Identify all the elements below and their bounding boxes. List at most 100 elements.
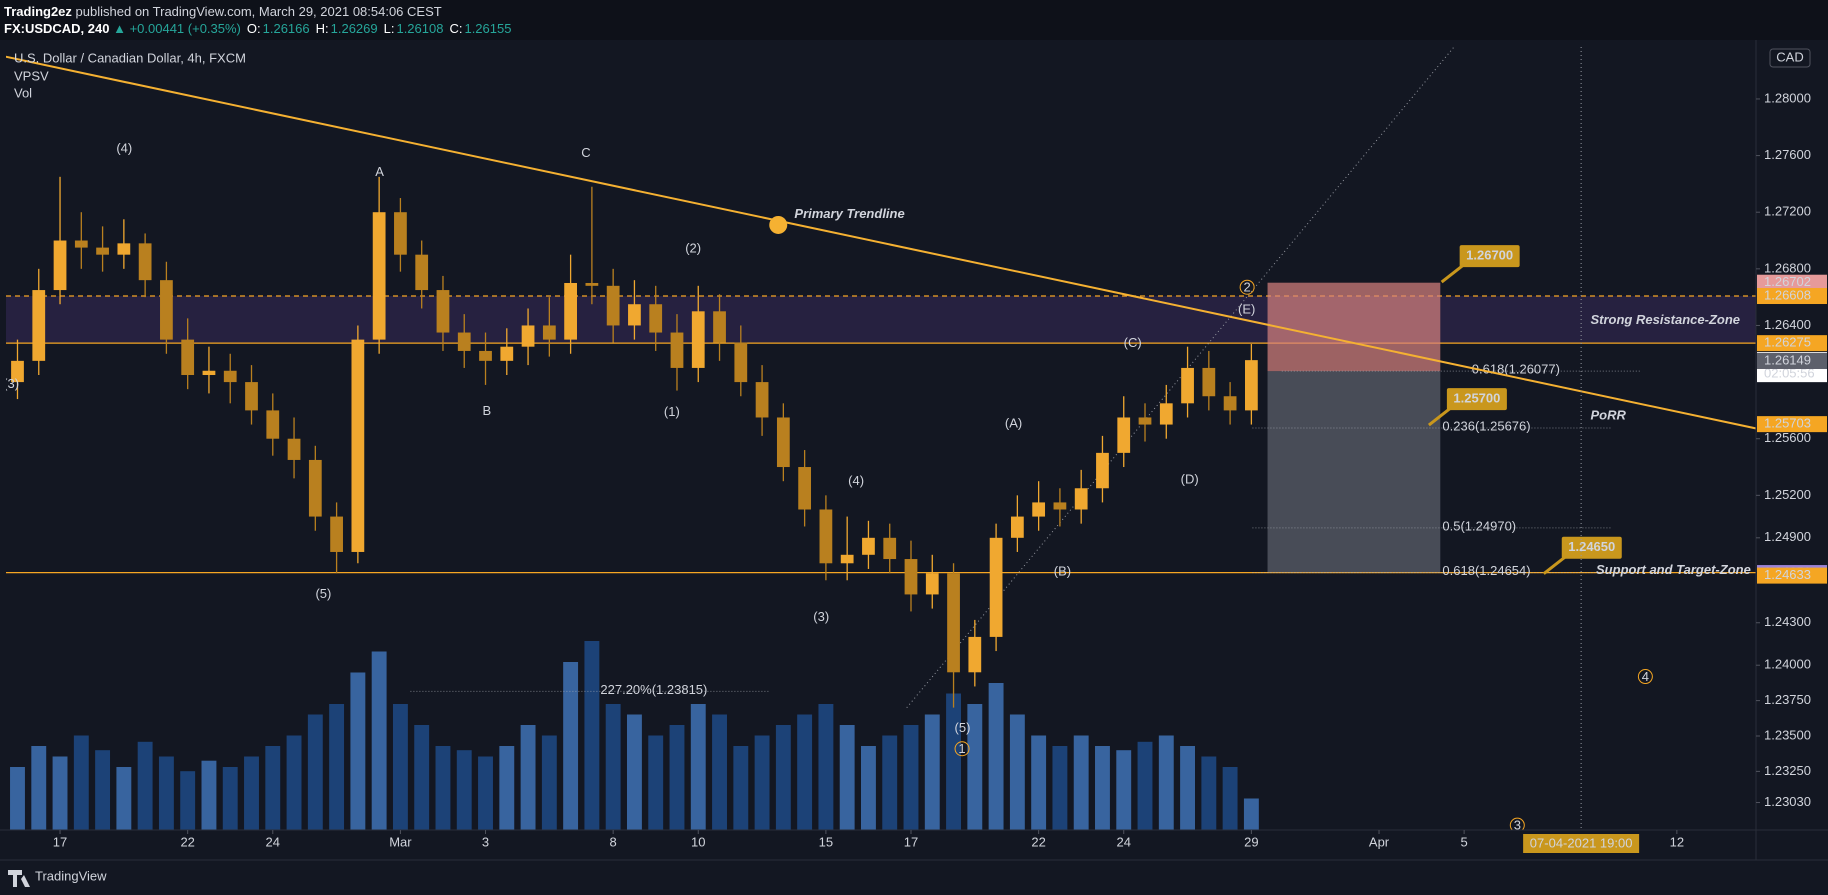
volume-bar	[541, 735, 557, 830]
ohlc-key: H:	[316, 21, 329, 36]
candle-body	[1053, 502, 1067, 510]
volume-bar	[52, 756, 68, 830]
candle-body	[925, 573, 939, 595]
volume-bar	[861, 746, 876, 830]
candle-body	[1159, 403, 1173, 425]
callout-box	[1459, 245, 1520, 268]
candle-body	[691, 311, 705, 368]
volume-bar	[1073, 735, 1089, 830]
volume-bar	[1031, 735, 1047, 830]
fib-label: 0.236(1.25676)	[1442, 418, 1530, 433]
price-label-box	[1757, 274, 1827, 291]
candle-body	[521, 325, 535, 347]
candle-body	[755, 382, 769, 418]
volume-bar	[839, 725, 855, 830]
candle-body	[372, 212, 386, 340]
volume-bar	[95, 750, 111, 830]
candle-body	[606, 285, 620, 326]
wave-label: (A)	[1005, 416, 1022, 431]
callout-pointer	[1542, 554, 1568, 575]
candle-body	[670, 332, 684, 368]
candle-body	[1074, 488, 1088, 510]
x-tick-label: 3	[482, 834, 489, 849]
volume-bar	[605, 704, 621, 830]
wave-label: (E)	[1238, 301, 1255, 316]
candle-body	[1096, 452, 1109, 489]
y-tick-label: 1.25200	[1764, 487, 1811, 502]
volume-bar	[392, 704, 408, 830]
trendline	[6, 55, 1756, 430]
volume-bar	[286, 735, 302, 830]
countdown: 02:05:56	[1764, 366, 1815, 381]
volume-bar	[924, 714, 940, 830]
wave-label: (5)	[955, 720, 971, 735]
candle-body	[1223, 396, 1237, 411]
x-tick-label: 10	[691, 834, 705, 849]
wave-circle	[1509, 817, 1525, 830]
price-label: 1.26702	[1764, 274, 1811, 289]
price-label-box	[1757, 335, 1827, 352]
volume-bar	[116, 767, 132, 830]
candle-body	[53, 240, 67, 291]
candle-body	[287, 438, 301, 460]
wave-circle-label: 1	[958, 741, 965, 756]
x-tick-label: 22	[1031, 834, 1045, 849]
candle-body	[713, 311, 726, 343]
position-risk	[1267, 282, 1441, 372]
y-tick-label: 1.26800	[1764, 260, 1811, 275]
volume-bar	[903, 725, 919, 830]
candle-body	[266, 410, 280, 439]
candle-body	[223, 370, 237, 383]
volume-bar	[754, 735, 770, 830]
candle-body	[11, 360, 24, 383]
fib-label: 0.5(1.24970)	[1442, 518, 1516, 533]
volume-bar	[1243, 798, 1259, 830]
ohlc-value: 1.26269	[331, 21, 378, 36]
zone-label: Primary Trendline	[794, 206, 904, 221]
y-tick-label: 1.28000	[1764, 90, 1811, 105]
volume-bar	[456, 750, 472, 830]
candle-body	[1244, 360, 1258, 411]
y-tick-label: 1.24900	[1764, 529, 1811, 544]
volume-bar	[244, 756, 259, 830]
candle-body	[989, 537, 1003, 637]
y-tick-label: 1.24000	[1764, 657, 1811, 672]
header-line: Trading2ez published on TradingView.com,…	[4, 4, 442, 19]
wave-label: (5)	[315, 586, 331, 601]
volume-bar	[797, 714, 813, 830]
candle-body	[1117, 417, 1131, 453]
candle-body	[351, 339, 365, 552]
y-tick-label: 1.23030	[1764, 794, 1811, 809]
zone-label: Strong Resistance-Zone	[1590, 312, 1740, 327]
volume-bar	[435, 746, 451, 830]
volume-bar	[329, 704, 345, 830]
date-marker-label: 07-04-2021 19:00	[1530, 835, 1633, 850]
ohlc-value: 1.26155	[464, 21, 511, 36]
volume-bar	[626, 714, 642, 830]
x-tick-label: 22	[180, 834, 194, 849]
price-label: 1.24633	[1764, 567, 1811, 582]
zone-label: PoRR	[1590, 407, 1626, 422]
candle-body	[394, 212, 407, 255]
x-tick-label: 29	[1244, 834, 1258, 849]
volume-bar	[967, 704, 983, 830]
callout-box	[1561, 536, 1622, 559]
wave-label: (3)	[3, 376, 19, 391]
candle-body	[160, 280, 173, 340]
x-tick-label: Apr	[1369, 834, 1390, 849]
volume-bar	[499, 746, 515, 830]
price-label: 1.26149	[1764, 352, 1811, 367]
callout-pointer	[1427, 405, 1453, 427]
callout-box	[1446, 388, 1507, 411]
candle-body	[1138, 417, 1152, 425]
wave-label: (B)	[1054, 564, 1071, 579]
wave-label: (4)	[848, 473, 864, 488]
volume-bar	[712, 714, 727, 830]
candle-body	[904, 559, 918, 595]
wave-label: B	[482, 403, 491, 418]
wave-label: C	[581, 145, 590, 160]
volume-bar	[690, 704, 706, 830]
volume-bar	[350, 672, 366, 830]
volume-bar	[137, 741, 153, 830]
publisher: Trading2ez	[4, 4, 72, 19]
